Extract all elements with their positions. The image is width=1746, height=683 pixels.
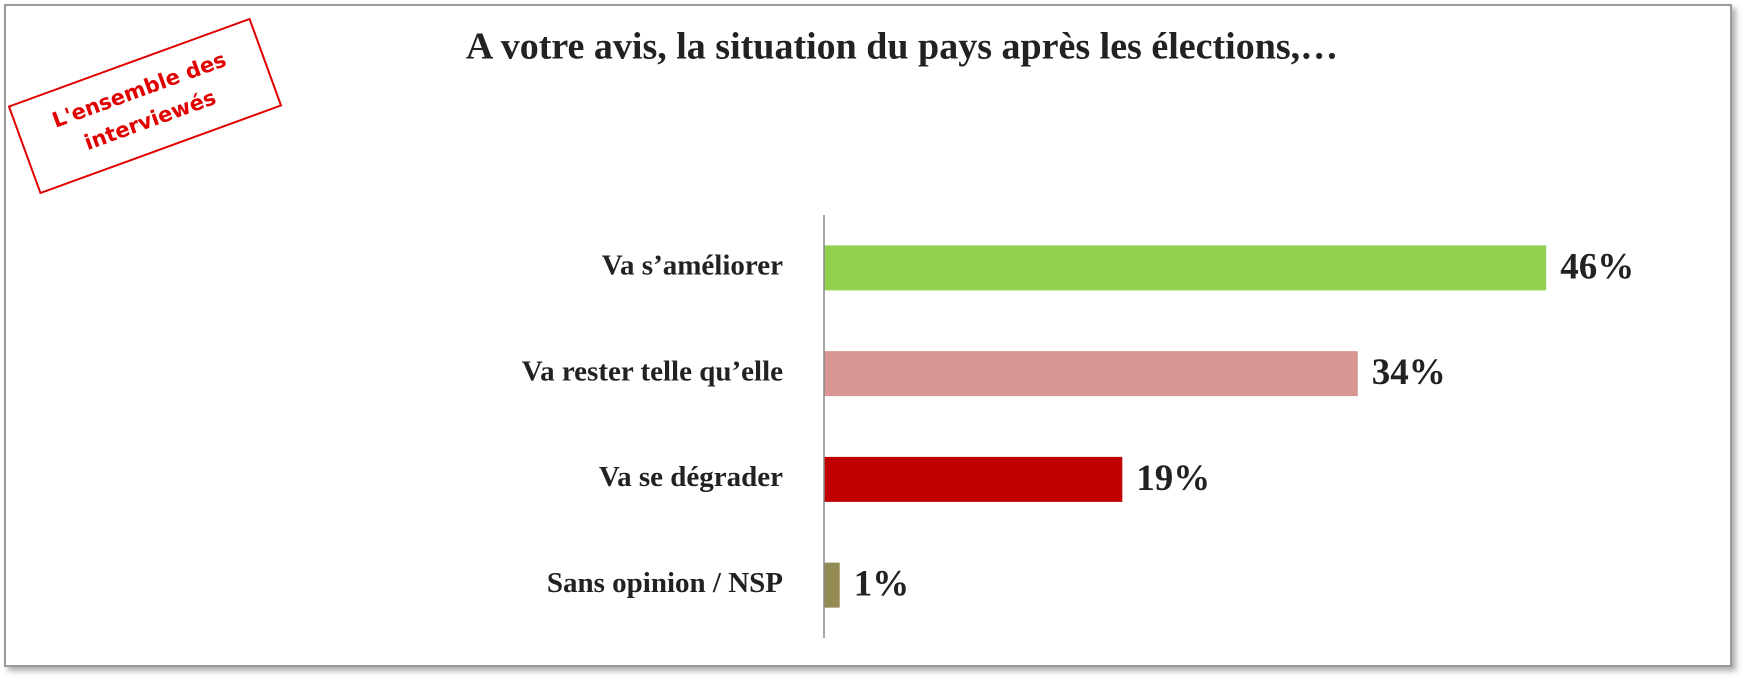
category-label: Va se dégrader (599, 461, 783, 493)
category-label: Va rester telle qu’elle (522, 355, 783, 387)
value-label: 34% (1372, 352, 1446, 393)
value-label: 1% (854, 564, 910, 605)
frame (4, 4, 1732, 667)
stamp-box (7, 17, 283, 195)
bar (824, 245, 1547, 291)
bar (824, 351, 1358, 397)
category-label: Va s’améliorer (602, 250, 783, 282)
bar (824, 456, 1123, 502)
bar (824, 562, 840, 608)
value-label: 19% (1136, 458, 1210, 499)
category-label: Sans opinion / NSP (547, 567, 783, 599)
value-label: 46% (1560, 246, 1634, 287)
chart-title: A votre avis, la situation du pays après… (466, 26, 1338, 68)
